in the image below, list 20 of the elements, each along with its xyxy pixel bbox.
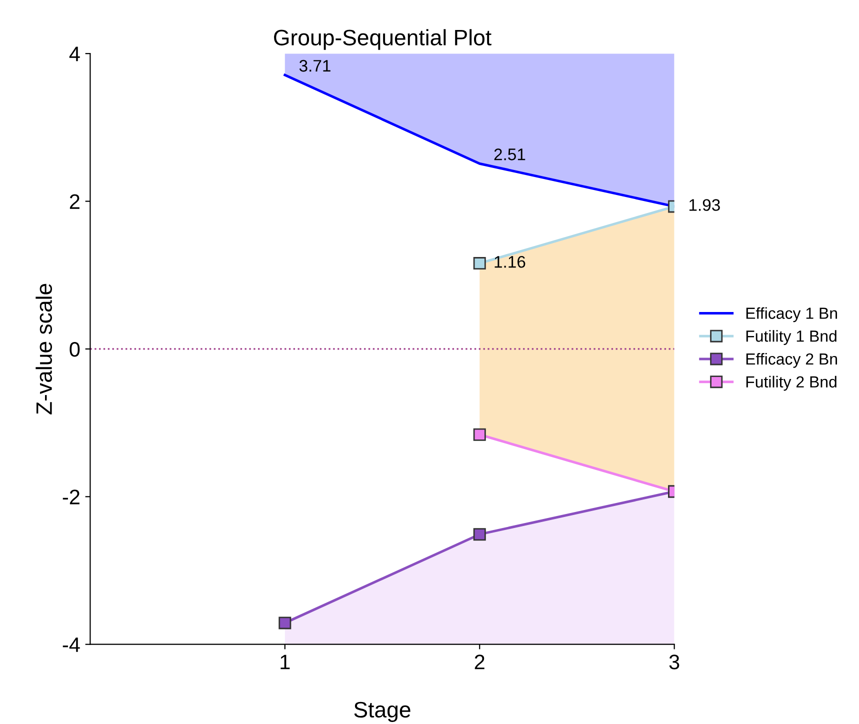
x-tick-label: 2 — [474, 654, 484, 670]
legend-label: Futility 1 Bnd — [746, 330, 836, 345]
legend-label: Efficacy 2 Bn — [746, 352, 837, 368]
x-axis-title: Stage — [354, 702, 410, 722]
x-tick-label: 1 — [280, 654, 290, 670]
y-tick-label: 4 — [69, 46, 80, 62]
y-tick-label: -4 — [62, 638, 80, 652]
point — [473, 528, 486, 541]
y-tick-label: -2 — [62, 490, 80, 504]
data-label: 3.71 — [299, 60, 330, 72]
y-tick-label: 2 — [70, 194, 80, 209]
chart-title: Group-Sequential Plot — [274, 29, 492, 50]
legend-label: Efficacy 1 Bn — [746, 307, 837, 322]
data-label: 1.16 — [494, 256, 526, 268]
data-label: 1.93 — [689, 199, 720, 211]
legend-label: Futility 2 Bnd — [746, 376, 836, 391]
y-tick-label: 0 — [70, 342, 80, 357]
data-label: 2.51 — [494, 148, 526, 160]
y-axis-title: Z-value scale — [36, 284, 52, 414]
x-tick-label: 3 — [669, 654, 680, 670]
